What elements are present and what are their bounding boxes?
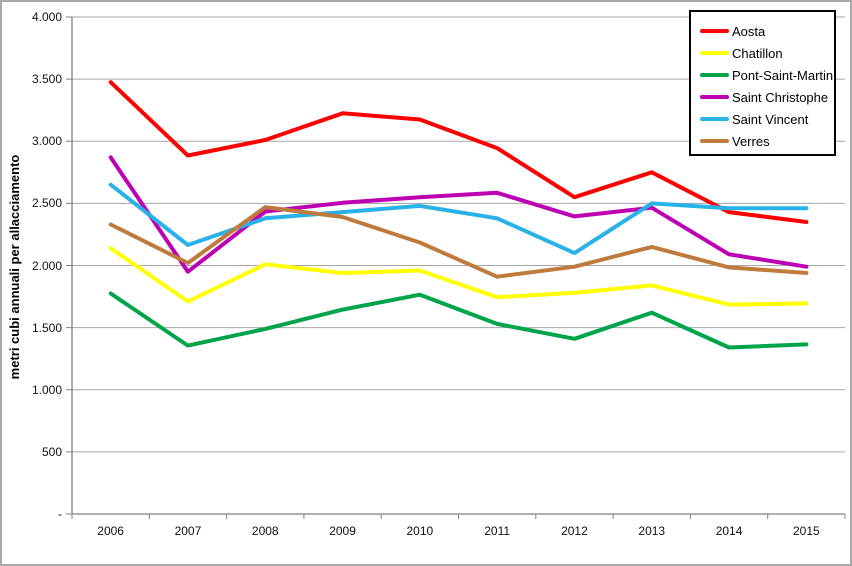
legend-line-swatch [700, 29, 729, 33]
x-tick-label: 2013 [638, 524, 666, 538]
y-tick-label: 1.500 [31, 320, 62, 335]
x-tick-label: 2010 [406, 524, 434, 538]
legend-line-swatch [700, 117, 729, 121]
legend: Aosta Chatillon Pont-Saint-Martin Saint Chr… [689, 10, 836, 156]
x-tick-label: 2009 [329, 524, 356, 538]
legend-label: Saint Christophe [732, 89, 829, 105]
legend-item: Saint Christophe [691, 86, 834, 108]
x-tick-label: 2007 [174, 524, 202, 538]
y-tick-label: 1.000 [31, 382, 62, 397]
y-tick-label: - [58, 507, 62, 521]
y-tick-label: 4.000 [31, 10, 62, 24]
y-tick-label: 3.500 [31, 72, 62, 87]
series-line-pont-saint-martin [108, 291, 809, 350]
x-tick-label: 2006 [97, 524, 124, 538]
legend-line-swatch [700, 139, 729, 143]
y-tick-label: 3.000 [31, 134, 62, 149]
y-tick-label: 2.500 [31, 196, 62, 211]
legend-item: Verres [691, 130, 834, 152]
series-line-chatillon [108, 246, 809, 307]
legend-label: Aosta [732, 23, 766, 39]
legend-label: Saint Vincent [732, 111, 809, 127]
legend-item: Aosta [691, 20, 834, 42]
legend-item: Pont-Saint-Martin [691, 64, 834, 86]
series-line-aosta [108, 80, 809, 224]
legend-label: Chatillon [732, 45, 783, 61]
x-tick-label: 2014 [715, 524, 743, 538]
legend-label: Verres [732, 133, 770, 149]
legend-item: Saint Vincent [691, 108, 834, 130]
series-line-saint-christophe [108, 155, 809, 274]
legend-line-swatch [700, 51, 729, 55]
x-tick-label: 2011 [484, 524, 511, 538]
series-line-saint-vincent [108, 182, 809, 256]
x-tick-label: 2015 [792, 524, 820, 538]
legend-line-swatch [700, 73, 729, 77]
x-tick-label: 2012 [561, 524, 588, 538]
x-tick-label: 2008 [251, 524, 279, 538]
legend-line-swatch [700, 95, 729, 99]
legend-item: Chatillon [691, 42, 834, 64]
legend-label: Pont-Saint-Martin [732, 67, 834, 83]
series-line-verres [108, 205, 809, 279]
y-tick-label: 500 [41, 444, 62, 459]
y-tick-label: 2.000 [31, 258, 62, 273]
